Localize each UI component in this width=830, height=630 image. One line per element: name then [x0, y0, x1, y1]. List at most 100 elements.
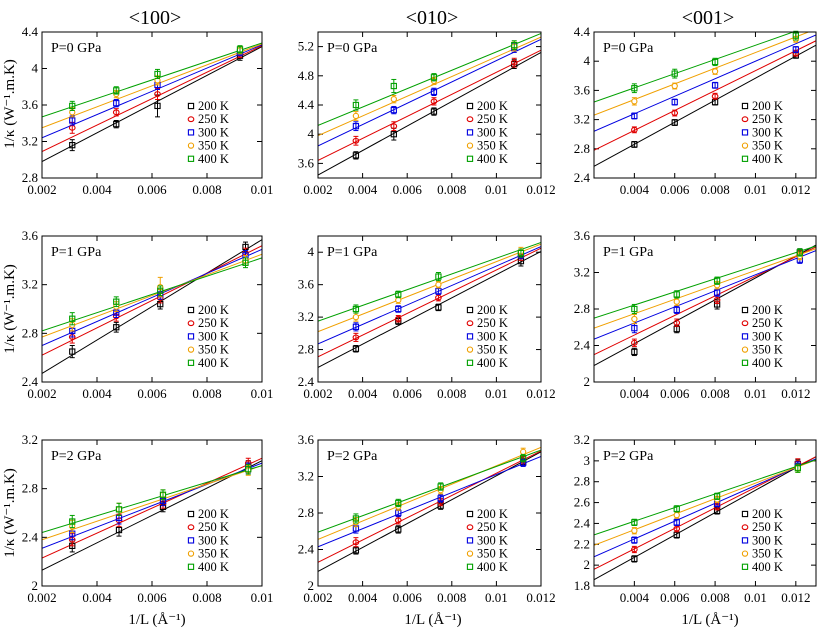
y-tick-label: 1.8: [574, 578, 590, 593]
x-tick-label: 0.002: [27, 590, 56, 605]
x-tick-label: 0.002: [27, 386, 56, 401]
column-title-001: <001>: [682, 7, 735, 29]
data-point: [395, 291, 402, 298]
y-tick-label: 4: [308, 126, 315, 141]
y-tick-label: 3.6: [574, 82, 591, 97]
fit-line-350K: [42, 43, 262, 129]
legend-marker: [466, 524, 474, 531]
fit-lines: [318, 32, 541, 176]
data-point: [69, 102, 76, 110]
legend-marker: [741, 359, 749, 366]
fit-lines: [594, 32, 816, 167]
fit-line-250K: [42, 457, 262, 559]
data-point: [69, 518, 76, 525]
plot-frame: [593, 235, 817, 383]
legend-label: 250 K: [752, 520, 783, 534]
x-tick-label: 0.002: [27, 182, 56, 197]
legend-label: 200 K: [752, 99, 783, 113]
x-tick-label: 0.008: [192, 182, 221, 197]
y-tick-label: 3.2: [574, 432, 590, 447]
x-tick-label: 0.006: [137, 182, 167, 197]
legend-marker: [741, 537, 749, 544]
data-point: [671, 98, 678, 106]
x-tick-label: 0.01: [485, 386, 508, 401]
fit-line-250K: [318, 450, 541, 563]
legend-marker: [187, 550, 195, 557]
x-tick-label: 0.01: [251, 590, 274, 605]
data-point: [113, 87, 120, 94]
data-point: [520, 448, 527, 456]
data-point: [631, 126, 638, 133]
pressure-label: P=0 GPa: [327, 41, 378, 56]
fit-line-350K: [42, 465, 262, 541]
data-point: [671, 110, 679, 116]
legend-marker: [741, 320, 749, 327]
y-tick-label: 3.6: [298, 432, 315, 447]
legend-label: 350 K: [198, 139, 229, 153]
y-tick-label: 2.8: [22, 170, 38, 185]
x-tick-label: 0.004: [82, 182, 112, 197]
y-tick-label: 5.2: [298, 39, 314, 54]
y-tick-label: 3.6: [298, 277, 315, 292]
x-tick-label: 0.01: [744, 386, 767, 401]
data-point: [711, 93, 719, 100]
legend-marker: [187, 155, 195, 162]
x-tick-label: 0.004: [620, 590, 650, 605]
x-tick-label: 0.004: [348, 182, 378, 197]
fit-line-400K: [594, 459, 816, 536]
y-tick-label: 2.4: [298, 542, 315, 557]
data-point: [112, 109, 120, 116]
plot-frame: [317, 439, 542, 587]
legend-label: 400 K: [198, 560, 229, 574]
legend-marker: [741, 346, 749, 353]
legend-marker: [187, 333, 195, 340]
data-point: [520, 455, 527, 462]
data-point: [69, 348, 76, 355]
data-point: [430, 108, 438, 115]
x-tick-label: 0.008: [192, 590, 221, 605]
pressure-label: P=2 GPa: [327, 449, 378, 464]
legend-marker: [466, 359, 474, 366]
y-tick-label: 3.6: [574, 228, 591, 243]
data-point: [631, 339, 638, 346]
legend-label: 400 K: [477, 560, 508, 574]
data-point: [390, 96, 397, 103]
data-point: [673, 319, 681, 326]
legend-label: 350 K: [752, 343, 783, 357]
data-point: [245, 466, 252, 473]
y-tick-label: 2.8: [574, 474, 590, 489]
y-tick-label: 2: [32, 578, 39, 593]
y-tick-label: 2.4: [574, 515, 591, 530]
data-point: [352, 101, 360, 109]
legend-label: 350 K: [477, 547, 508, 561]
legend-marker: [466, 116, 474, 123]
data-point: [631, 98, 638, 105]
x-tick-label: 0.008: [437, 386, 466, 401]
legend-label: 200 K: [752, 507, 783, 521]
fit-lines: [42, 239, 262, 374]
x-tick-label: 0.004: [82, 386, 112, 401]
data-point: [511, 41, 518, 49]
data-point: [395, 526, 402, 533]
data-point: [352, 305, 360, 313]
legend-marker: [187, 116, 195, 123]
data-point: [69, 315, 76, 322]
plot-frame: [41, 235, 263, 383]
fit-line-400K: [594, 32, 795, 103]
data-point: [157, 287, 164, 294]
panels-group: 0.002 0.004 0.006 0.008 0.01 2.8 3.2 3.6 4 4.4 P=0…: [22, 24, 817, 605]
legend-label: 350 K: [198, 547, 229, 561]
data-point: [390, 123, 398, 130]
legend-label: 300 K: [752, 329, 783, 343]
legend-label: 200 K: [477, 99, 508, 113]
pressure-label: P=1 GPa: [603, 245, 654, 260]
data-point: [631, 325, 638, 332]
x-tick-label: 0.006: [137, 590, 167, 605]
data-point: [671, 70, 678, 77]
fit-line-250K: [318, 247, 541, 358]
legend-label: 200 K: [198, 507, 229, 521]
legend-marker: [187, 306, 195, 314]
fit-line-250K: [318, 49, 541, 161]
data-point: [394, 315, 402, 322]
